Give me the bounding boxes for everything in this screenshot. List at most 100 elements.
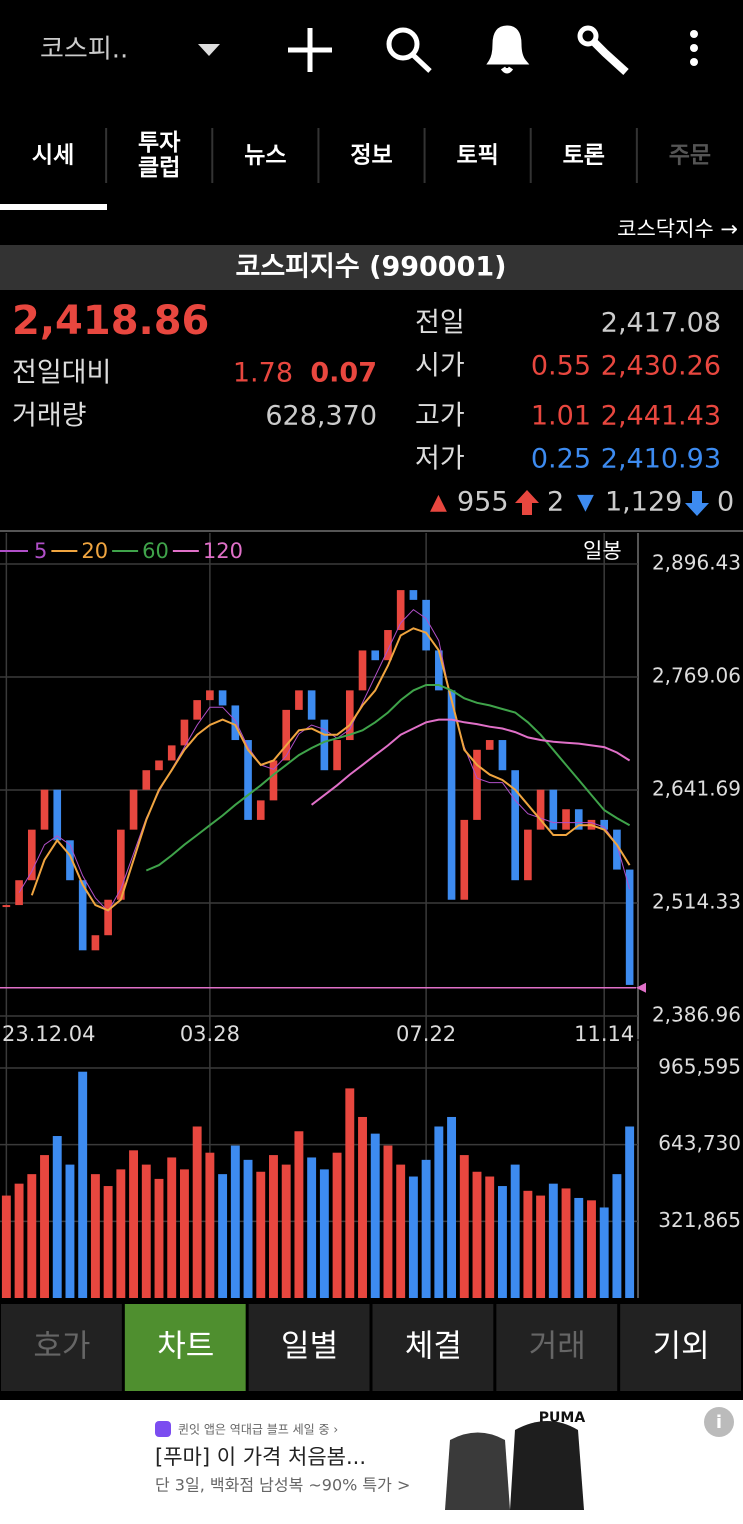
bottom-tab-label[interactable]: 차트 bbox=[157, 1329, 214, 1365]
ad-banner[interactable] bbox=[0, 1400, 743, 1524]
kosdaq-link[interactable]: 코스닥지수 → bbox=[617, 217, 738, 241]
volume-bar bbox=[27, 1174, 37, 1298]
ad-brand: PUMA bbox=[539, 1410, 586, 1426]
candle bbox=[600, 819, 609, 830]
volume-bar bbox=[625, 1126, 635, 1298]
volume-bar bbox=[599, 1207, 609, 1298]
period-label: 일봉 bbox=[583, 539, 622, 563]
change: 1.78 bbox=[233, 358, 293, 389]
legend-label: 20 bbox=[81, 539, 108, 563]
candle bbox=[447, 690, 456, 900]
candle bbox=[307, 690, 316, 720]
ad-app-icon bbox=[155, 1421, 171, 1437]
volume-bar bbox=[332, 1152, 342, 1298]
bottom-tab[interactable] bbox=[124, 1304, 246, 1391]
y-tick-label: 2,896.43 bbox=[652, 551, 741, 575]
volume-bar bbox=[574, 1197, 584, 1298]
tab-label[interactable]: 주문 bbox=[669, 143, 711, 169]
volume-bar bbox=[256, 1171, 266, 1298]
volume-bar bbox=[319, 1169, 329, 1298]
candle bbox=[117, 829, 125, 900]
volume-bar bbox=[497, 1186, 507, 1298]
bottom-tab-label[interactable]: 호가 bbox=[33, 1329, 90, 1365]
ad-headline: [푸마] 이 가격 처음봄... bbox=[155, 1445, 366, 1469]
bottom-tab[interactable] bbox=[1, 1304, 122, 1391]
label: 고가 bbox=[415, 401, 465, 432]
volume-bar bbox=[65, 1164, 75, 1298]
tab-label[interactable]: 뉴스 bbox=[244, 143, 286, 169]
bottom-tab[interactable] bbox=[248, 1304, 370, 1391]
bottom-tab[interactable] bbox=[496, 1304, 618, 1391]
x-tick-label: 03.28 bbox=[180, 1022, 240, 1046]
menu-icon[interactable] bbox=[690, 30, 698, 66]
tab-label[interactable]: 정보 bbox=[350, 143, 392, 169]
moving-average bbox=[310, 718, 631, 806]
app-title[interactable]: 코스피.. bbox=[40, 35, 128, 65]
bottom-tab-label[interactable]: 체결 bbox=[405, 1329, 462, 1365]
volume-bar bbox=[281, 1164, 291, 1298]
limit-up-count: 2 bbox=[547, 487, 564, 518]
tab-label[interactable]: 토론 bbox=[563, 143, 605, 169]
candle bbox=[206, 690, 214, 701]
volume-bar bbox=[154, 1178, 164, 1298]
legend-label: 60 bbox=[142, 539, 169, 563]
volume-bar bbox=[179, 1169, 189, 1298]
candle bbox=[256, 800, 265, 820]
down-symbol: ▼ bbox=[577, 490, 594, 515]
candle bbox=[435, 650, 443, 691]
candle bbox=[562, 809, 570, 830]
x-tick-label: 23.12.04 bbox=[2, 1022, 96, 1046]
bottom-tab[interactable] bbox=[620, 1304, 741, 1391]
volume-bar bbox=[218, 1174, 228, 1298]
candle bbox=[193, 700, 201, 720]
high-pct: 1.01 bbox=[531, 401, 591, 432]
candle bbox=[218, 690, 227, 706]
moving-average bbox=[18, 608, 631, 913]
up-symbol: ▲ bbox=[430, 490, 447, 515]
y-tick-label: 2,514.33 bbox=[652, 889, 741, 913]
ad-jacket bbox=[445, 1432, 510, 1510]
tab-label[interactable]: 토픽 bbox=[456, 143, 498, 169]
candle bbox=[371, 650, 380, 661]
volume: 628,370 bbox=[265, 401, 377, 432]
bottom-tabs: 호가 차트 일별 체결 거래 기외 bbox=[1, 1304, 741, 1391]
volume-bar bbox=[40, 1155, 49, 1298]
quote-panel: 2,418.86 전일대비 1.78 0.07 거래량 628,370 전일 2… bbox=[12, 298, 734, 518]
limit-up-icon bbox=[515, 490, 539, 515]
volume-bar bbox=[408, 1176, 418, 1298]
candle bbox=[104, 899, 112, 936]
volume-bar bbox=[345, 1088, 355, 1298]
candle bbox=[53, 789, 62, 841]
ad-info-icon[interactable] bbox=[704, 1407, 734, 1437]
candle bbox=[129, 789, 138, 830]
index-name: 코스피지수 (990001) bbox=[236, 252, 507, 283]
tab-label[interactable]: 시세 bbox=[32, 143, 74, 169]
volume-bar bbox=[536, 1195, 546, 1298]
volume-bar bbox=[1, 1195, 11, 1298]
candle bbox=[66, 840, 74, 881]
candle bbox=[269, 760, 278, 801]
add-icon[interactable] bbox=[288, 28, 332, 72]
volume-bar bbox=[103, 1186, 113, 1298]
bell-icon[interactable] bbox=[486, 25, 530, 74]
tab-label[interactable]: 투자 bbox=[138, 130, 180, 156]
candle bbox=[396, 590, 405, 631]
bottom-tab-label[interactable]: 일별 bbox=[281, 1329, 338, 1365]
current-price-marker bbox=[636, 982, 646, 993]
candle bbox=[27, 829, 36, 881]
tab-label[interactable]: 클럽 bbox=[138, 155, 180, 181]
chart: 2,896.43 2,769.06 2,641.69 2,514.33 2,386.96… bbox=[0, 533, 743, 1298]
bottom-tab[interactable] bbox=[372, 1304, 494, 1391]
candle bbox=[244, 740, 252, 820]
ad-jacket bbox=[510, 1421, 584, 1510]
volume-bar bbox=[587, 1200, 596, 1298]
volume-bar bbox=[523, 1190, 533, 1298]
active-tab-underline bbox=[0, 204, 107, 210]
bottom-tab-label[interactable]: 거래 bbox=[529, 1329, 586, 1365]
search-icon[interactable] bbox=[386, 27, 420, 61]
dropdown-icon[interactable] bbox=[198, 44, 220, 56]
bottom-tab-label[interactable]: 기외 bbox=[653, 1329, 710, 1365]
candle bbox=[180, 719, 189, 746]
volume-bar bbox=[383, 1145, 393, 1298]
volume-bar bbox=[307, 1157, 317, 1298]
